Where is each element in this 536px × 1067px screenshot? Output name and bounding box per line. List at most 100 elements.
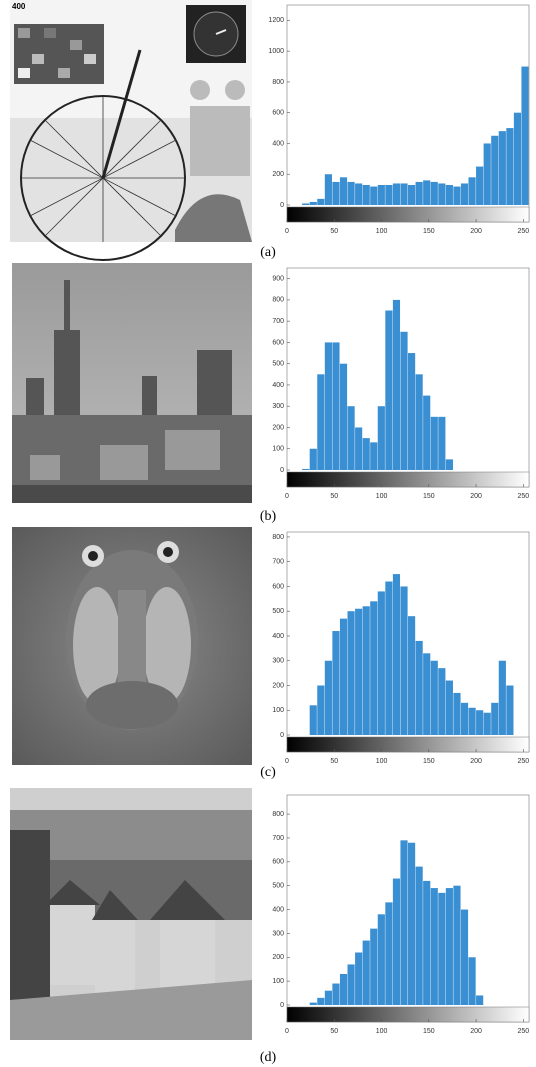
- x-tick-label: 150: [423, 228, 435, 235]
- x-tick-label: 250: [517, 1028, 529, 1035]
- y-tick-label: 500: [272, 361, 284, 368]
- y-tick-label: 900: [272, 275, 284, 282]
- histogram-bar: [408, 843, 415, 1005]
- colorbar: [287, 207, 529, 222]
- histogram-bar: [400, 586, 407, 735]
- histogram-bar: [355, 427, 362, 470]
- histogram-bar: [393, 879, 400, 1005]
- x-tick-label: 0: [285, 493, 289, 500]
- histogram-bar: [491, 136, 498, 205]
- y-tick-label: 800: [272, 811, 284, 818]
- histogram-bar: [416, 867, 423, 1005]
- y-tick-label: 600: [272, 110, 284, 117]
- histogram-bar: [400, 840, 407, 1005]
- image-label: 400: [12, 2, 26, 11]
- histogram-bar: [310, 202, 317, 205]
- histogram-bar: [431, 888, 438, 1005]
- y-tick-label: 200: [272, 171, 284, 178]
- histogram-bar: [317, 998, 324, 1005]
- histogram-bar: [310, 1003, 317, 1005]
- histogram-bar: [348, 406, 355, 470]
- histogram-bar: [521, 67, 528, 205]
- histogram-bar: [363, 438, 370, 470]
- histogram-bar: [378, 185, 385, 205]
- colorbar: [287, 472, 529, 487]
- histogram-bar: [325, 661, 332, 735]
- y-tick-label: 700: [272, 318, 284, 325]
- y-tick-label: 400: [272, 906, 284, 913]
- y-tick-label: 100: [272, 978, 284, 985]
- caption: (a): [260, 245, 276, 260]
- histogram-bar: [499, 661, 506, 735]
- histogram-bar: [438, 417, 445, 470]
- x-tick-label: 250: [517, 228, 529, 235]
- y-tick-label: 0: [280, 467, 284, 474]
- histogram-bar: [317, 685, 324, 735]
- y-tick-label: 400: [272, 140, 284, 147]
- x-tick-label: 50: [330, 228, 338, 235]
- histogram-bar: [317, 374, 324, 470]
- x-tick-label: 100: [376, 493, 388, 500]
- histogram-bar: [317, 199, 324, 205]
- histogram-bar: [332, 182, 339, 205]
- histogram-bar: [348, 611, 355, 735]
- histogram-bar: [484, 713, 491, 735]
- histogram-bar: [423, 653, 430, 735]
- histogram-bar: [461, 910, 468, 1005]
- page: 400 02004006: [0, 0, 536, 1067]
- histogram-bar: [340, 364, 347, 470]
- histogram-bar: [340, 974, 347, 1005]
- histogram-bar: [446, 888, 453, 1005]
- y-tick-label: 800: [272, 534, 284, 541]
- y-tick-label: 200: [272, 682, 284, 689]
- y-tick-label: 400: [272, 633, 284, 640]
- x-tick-label: 0: [285, 228, 289, 235]
- histogram-bar: [393, 574, 400, 735]
- histogram-bar: [423, 396, 430, 470]
- y-tick-label: 700: [272, 835, 284, 842]
- x-tick-label: 150: [423, 493, 435, 500]
- x-tick-label: 100: [376, 228, 388, 235]
- caption: (d): [260, 1050, 277, 1065]
- histogram-bar: [431, 661, 438, 735]
- histogram-bar: [355, 953, 362, 1006]
- histogram-bar: [514, 113, 521, 205]
- colorbar: [287, 737, 529, 752]
- image-c: [12, 527, 252, 765]
- histogram-bar: [332, 342, 339, 470]
- caption: (c): [260, 765, 276, 780]
- histogram-bar: [355, 609, 362, 735]
- histogram-bar: [400, 183, 407, 205]
- y-tick-label: 100: [272, 446, 284, 453]
- histogram-bar: [385, 185, 392, 205]
- y-tick-label: 200: [272, 424, 284, 431]
- histogram-bar: [310, 705, 317, 735]
- histogram-bar: [363, 606, 370, 735]
- histogram-bar: [484, 143, 491, 205]
- histogram-bar: [416, 374, 423, 470]
- histogram-bar: [385, 311, 392, 470]
- histogram-bar: [446, 459, 453, 470]
- y-tick-label: 600: [272, 339, 284, 346]
- histogram-bar: [423, 180, 430, 205]
- histogram-bar: [310, 449, 317, 470]
- histogram-bar: [469, 957, 476, 1005]
- histogram-bar: [476, 995, 483, 1005]
- histogram-bar: [332, 984, 339, 1005]
- histogram-bar: [438, 183, 445, 205]
- colorbar: [287, 1007, 529, 1022]
- x-tick-label: 200: [470, 758, 482, 765]
- histogram-bar: [400, 332, 407, 470]
- histogram-bar: [416, 641, 423, 735]
- y-tick-label: 400: [272, 382, 284, 389]
- x-tick-label: 250: [517, 493, 529, 500]
- histogram-bar: [348, 964, 355, 1005]
- histogram-bar: [469, 177, 476, 205]
- histogram-bar: [325, 174, 332, 205]
- histogram-bar: [476, 167, 483, 205]
- histogram-bar: [340, 177, 347, 205]
- image-a: 400: [10, 0, 252, 260]
- x-tick-label: 0: [285, 758, 289, 765]
- histogram-bar: [325, 991, 332, 1005]
- histogram-bar: [302, 203, 309, 205]
